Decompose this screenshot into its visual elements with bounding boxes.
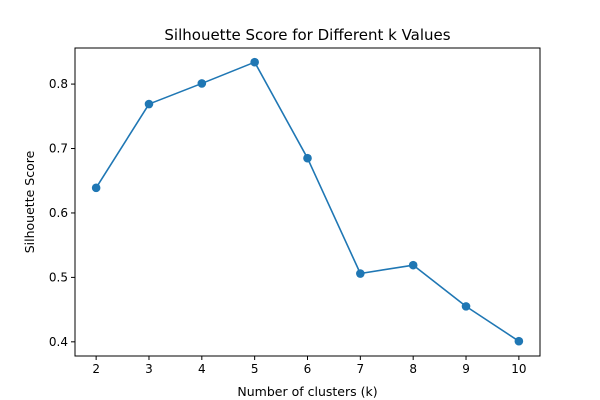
x-axis: 2 3 4 5 6 7 8 9 10 <box>92 356 527 376</box>
y-tick-label: 0.4 <box>49 335 68 349</box>
chart-title: Silhouette Score for Different k Values <box>164 26 450 44</box>
x-tick-label: 10 <box>511 362 526 376</box>
data-point <box>356 269 365 278</box>
series-line <box>95 61 520 342</box>
data-point <box>91 183 101 193</box>
data-point <box>514 336 524 346</box>
data-point <box>250 57 259 67</box>
x-tick-label: 8 <box>409 362 417 376</box>
y-tick-label: 0.6 <box>49 206 68 220</box>
x-tick-label: 4 <box>198 362 206 376</box>
x-tick-label: 3 <box>145 362 153 376</box>
plot-area: 2 3 4 5 6 7 8 9 10 0.4 0.5 0.6 0.7 0.8 <box>49 47 541 376</box>
data-point <box>461 302 471 311</box>
x-tick-label: 9 <box>462 362 470 376</box>
x-tick-label: 2 <box>92 362 100 376</box>
x-tick-label: 6 <box>304 362 312 376</box>
x-axis-label: Number of clusters (k) <box>237 384 377 399</box>
x-tick-label: 7 <box>357 362 365 376</box>
y-axis: 0.4 0.5 0.6 0.7 0.8 <box>49 77 75 349</box>
data-point <box>144 99 154 109</box>
y-axis-label: Silhouette Score <box>22 150 37 253</box>
y-tick-label: 0.5 <box>49 270 68 284</box>
x-tick-label: 5 <box>251 362 259 376</box>
series-group <box>91 57 524 346</box>
data-point <box>197 79 207 88</box>
data-point <box>408 260 418 270</box>
y-tick-label: 0.7 <box>49 142 68 156</box>
data-point <box>303 153 312 163</box>
y-tick-label: 0.8 <box>49 77 68 91</box>
